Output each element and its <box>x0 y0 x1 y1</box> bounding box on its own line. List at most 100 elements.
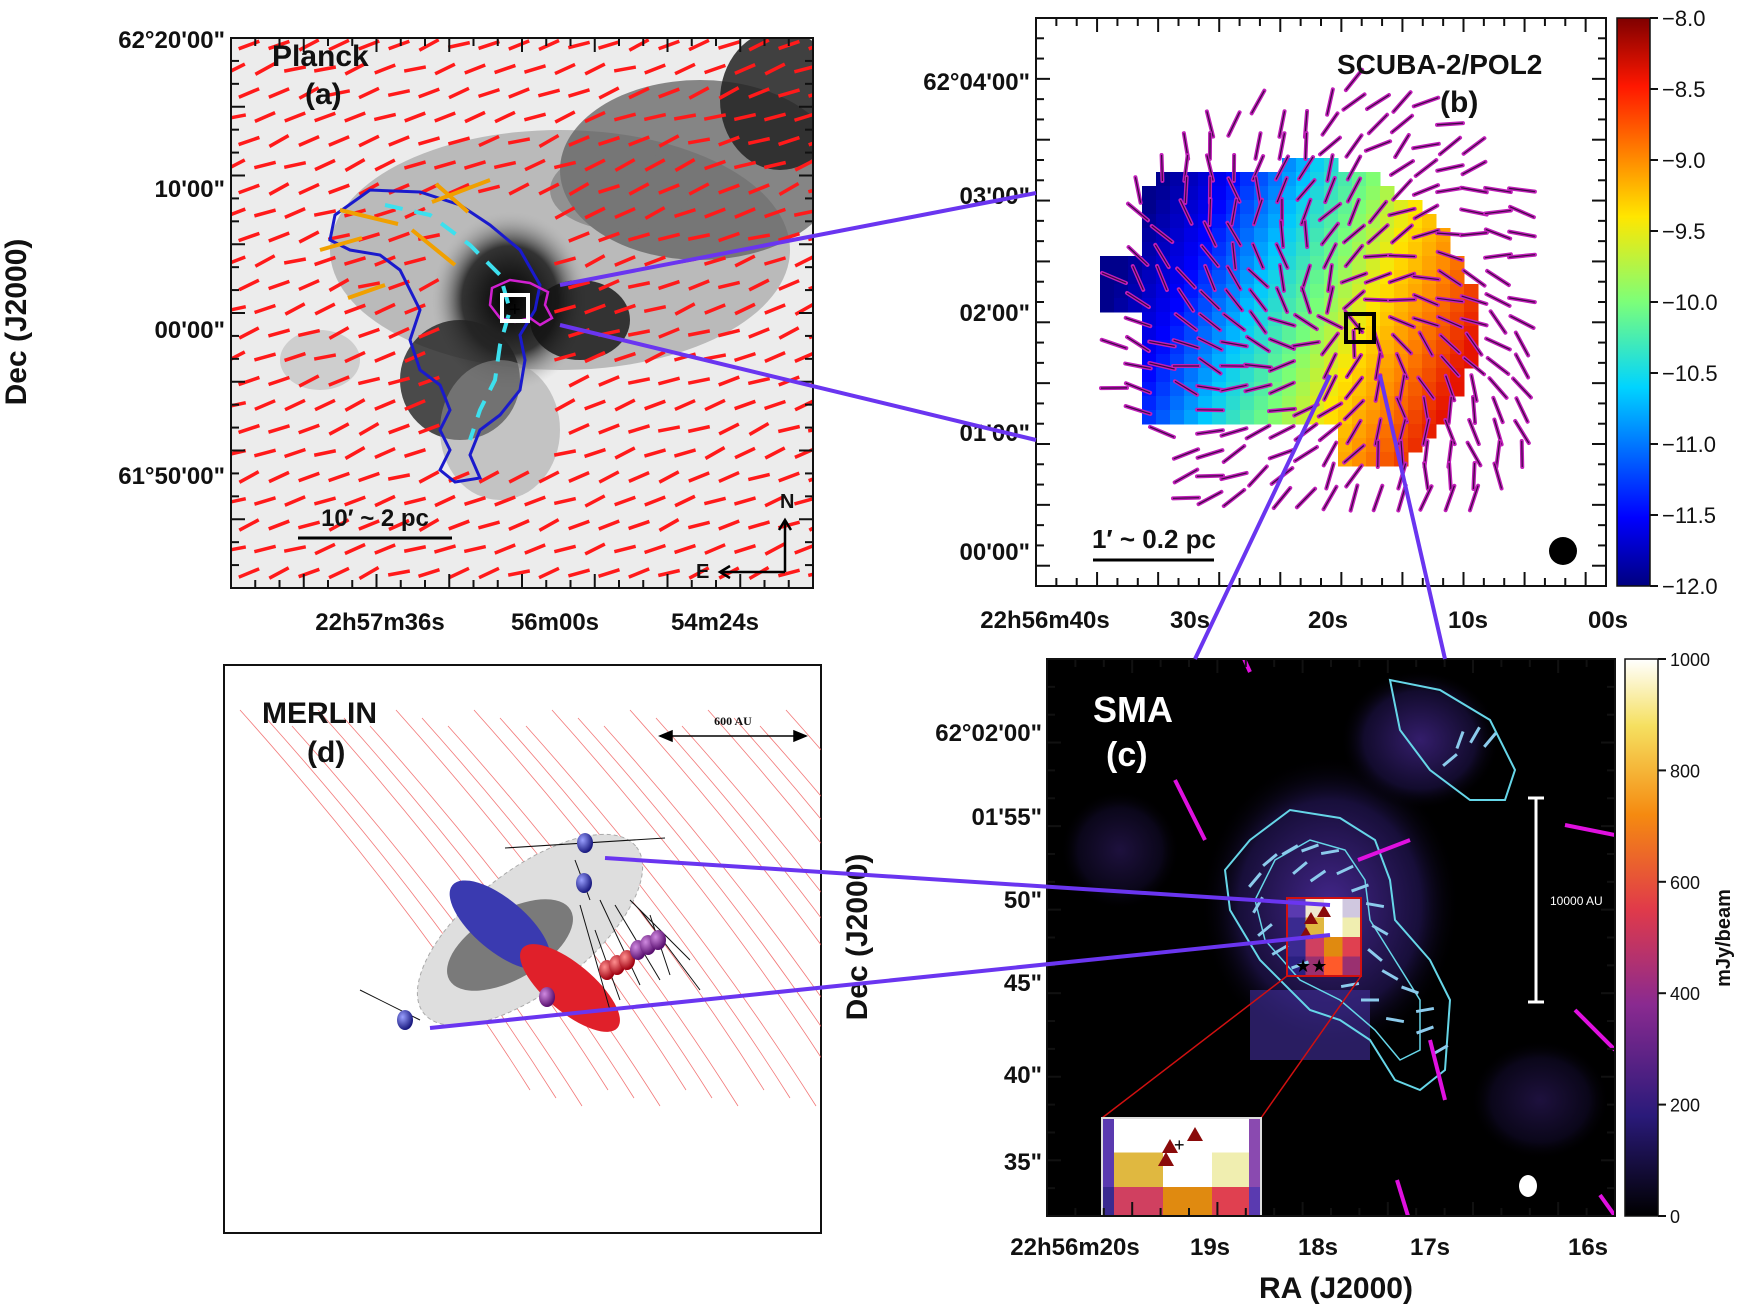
planck-vector <box>807 572 813 578</box>
pol2-vector-core <box>1206 155 1214 181</box>
planck-vector <box>253 160 277 170</box>
planck-vector <box>403 545 427 553</box>
planck-vector <box>268 519 290 531</box>
pol2-pixel <box>1422 256 1437 271</box>
pol2-pixel <box>1198 284 1213 299</box>
planck-vector <box>734 207 756 219</box>
sma-vector <box>1292 861 1308 875</box>
planck-vector <box>477 184 501 194</box>
pol2-pixel <box>1142 186 1157 201</box>
pol2-vector-core <box>1419 332 1433 356</box>
pol2-vector-core <box>1343 290 1365 310</box>
planck-vector <box>478 470 500 484</box>
planck-vector <box>314 302 336 316</box>
pol2-vector-core <box>1515 354 1529 378</box>
pol2-vector-core <box>1318 315 1342 329</box>
pol2-vector-core <box>1374 419 1382 445</box>
merlin-field-line <box>265 717 557 1099</box>
pol2-vector-core <box>1197 385 1223 391</box>
pol2-pixel <box>1240 368 1255 383</box>
merlin-field-line <box>499 717 791 1099</box>
panel-b-ra-tick-4: 10s <box>1448 607 1488 634</box>
planck-vector <box>298 423 320 435</box>
sma-core-pixel <box>1324 956 1343 977</box>
planck-vector <box>628 471 650 483</box>
sma-vector <box>1416 1025 1434 1035</box>
planck-vector <box>718 470 740 484</box>
planck-vector <box>628 519 650 531</box>
pol2-pixel <box>1142 396 1157 411</box>
planck-vector <box>688 566 710 580</box>
planck-vector <box>733 544 757 554</box>
panel-a-scalebar-label: 10′ ~ 2 pc <box>321 505 429 532</box>
planck-vector <box>374 351 396 363</box>
sma-inset-pixel <box>1163 1152 1212 1187</box>
sma-ne-contour <box>1388 678 1517 801</box>
planck-vector <box>764 542 786 556</box>
pol2-pixel <box>1310 284 1325 299</box>
pol2-vector-core <box>1304 132 1308 160</box>
planck-vector <box>344 350 366 364</box>
pol2-vector-core <box>1422 419 1430 445</box>
panel-b-dec-tick-1: 62°04'00" <box>923 69 1030 96</box>
pol2-pixel <box>1114 298 1129 313</box>
planck-vector <box>463 544 487 554</box>
planck-vector <box>673 448 697 458</box>
pol2-pixel <box>1142 326 1157 341</box>
planck-vector <box>734 446 756 460</box>
planck-vector <box>231 207 246 217</box>
planck-vector <box>598 135 620 147</box>
planck-vector <box>537 88 561 98</box>
planck-vector <box>403 65 427 73</box>
panel-a-ra-tick-3: 54m24s <box>671 609 759 636</box>
planck-vector <box>253 352 277 362</box>
pol2-vector-core <box>1343 93 1365 111</box>
planck-vector <box>298 38 320 52</box>
planck-vector <box>328 326 350 340</box>
panel-a-ra-tick-2: 56m00s <box>511 609 599 636</box>
planck-vector <box>507 569 531 577</box>
pol2-pixel <box>1380 438 1395 453</box>
pol2-vector-core <box>1392 180 1412 200</box>
sma-vector <box>1469 726 1481 744</box>
pol2-vector-core <box>1485 228 1511 240</box>
pol2-pixel <box>1100 298 1115 313</box>
planck-vector <box>658 327 680 339</box>
pol2-beam-icon <box>1549 537 1577 565</box>
planck-vector <box>554 206 576 220</box>
pol2-vector-core <box>1467 442 1481 466</box>
pol2-vector-core <box>1319 137 1341 155</box>
planck-vector <box>584 206 606 220</box>
sma-inset-pixel <box>1249 1222 1261 1257</box>
sma-vector <box>1455 731 1465 749</box>
planck-vector <box>478 39 500 51</box>
pol2-pixel <box>1310 256 1325 271</box>
planck-vector <box>344 398 366 412</box>
pol2-pixel <box>1198 256 1213 271</box>
planck-vector <box>794 544 813 555</box>
planck-vector <box>433 544 457 554</box>
planck-vector <box>643 448 667 458</box>
pol2-pixel <box>1366 228 1381 243</box>
sma-core-pixel <box>1342 898 1362 918</box>
planck-vector <box>388 231 410 243</box>
sma-inset-pixel <box>1163 1187 1212 1216</box>
sma-core-pixel <box>1342 937 1362 957</box>
planck-vector <box>747 233 771 241</box>
planck-vector <box>657 425 681 433</box>
pol2-vector-core <box>1485 338 1511 350</box>
panel-a-planck: + Planck (a) 62°20'00" 10'00" 00'00" 61°… <box>0 27 814 636</box>
sma-vector <box>1248 872 1262 888</box>
pol2-vector-core <box>1463 357 1485 375</box>
pol2-vector-core <box>1126 336 1150 352</box>
planck-vector <box>268 279 290 291</box>
sma-core-pixel <box>1287 937 1306 957</box>
planck-vector <box>373 112 397 122</box>
planck-vector <box>657 376 681 386</box>
pol2-pixel <box>1142 256 1157 271</box>
panel-b-scalebar-label: 1′ ~ 0.2 pc <box>1092 524 1216 554</box>
planck-vector <box>344 62 366 76</box>
planck-vector <box>387 569 411 577</box>
pol2-vector-core <box>1440 355 1460 377</box>
pol2-vector-core <box>1134 177 1142 203</box>
